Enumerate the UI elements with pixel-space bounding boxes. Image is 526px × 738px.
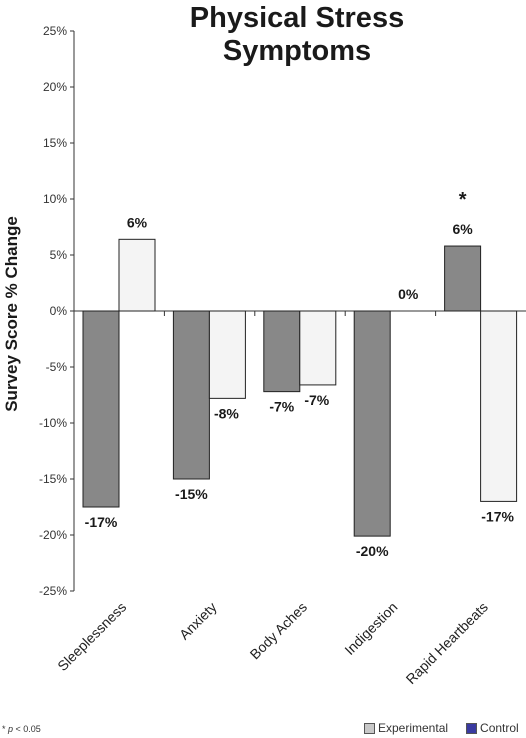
axes: 25% 20% 15% 10% 5% 0% -5% -10% -15% -20% -25% (39, 24, 526, 598)
y-tick-label: -15% (39, 472, 67, 486)
y-tick-label: 25% (43, 24, 67, 38)
bar-control-4 (480, 310, 518, 502)
category-label: Indigestion (341, 599, 400, 658)
y-tick-label: -20% (39, 528, 67, 542)
data-label: 6% (127, 214, 148, 230)
bar-control-1 (208, 310, 246, 399)
data-label: -17% (85, 514, 118, 530)
category-label: Body Aches (247, 599, 311, 663)
significance-footnote: * p < 0.05 (2, 724, 41, 734)
y-tick-label: -10% (39, 416, 67, 430)
bar-experimental-1 (172, 310, 210, 480)
data-labels-group: -17% 6% -15% -8% -7% -7% -20% 0% 6% -17% * (85, 189, 515, 559)
y-tick-label: 15% (43, 136, 67, 150)
data-label: -8% (214, 405, 239, 421)
bar-experimental-0 (82, 310, 120, 508)
y-tick-label: 0% (50, 304, 68, 318)
data-label: -7% (269, 399, 294, 415)
legend-item-control: Control (466, 721, 519, 735)
data-label: -20% (356, 543, 389, 559)
y-tick-label: 20% (43, 80, 67, 94)
bar-experimental-4 (444, 245, 482, 312)
category-labels-group: Sleeplessness Anxiety Body Aches Indigestio… (54, 599, 491, 687)
bar-experimental-2 (263, 310, 301, 393)
data-label: -15% (175, 486, 208, 502)
y-tick-label: -25% (39, 584, 67, 598)
data-label: -17% (481, 508, 514, 524)
category-label: Sleeplessness (54, 599, 129, 674)
data-label: -7% (304, 392, 329, 408)
data-label: 0% (398, 286, 419, 302)
significance-marker: * (459, 189, 467, 211)
y-tick-label: -5% (46, 360, 68, 374)
legend-label-experimental: Experimental (378, 721, 449, 735)
category-label: Anxiety (176, 599, 220, 643)
chart-title-line-2: Symptoms (223, 35, 371, 67)
bar-control-0 (118, 238, 156, 312)
bar-experimental-3 (353, 310, 391, 537)
y-tick-label: 5% (50, 248, 68, 262)
legend-label-control: Control (480, 721, 519, 735)
category-label: Rapid Heartbeats (403, 599, 491, 687)
chart-title-line-1: Physical Stress (190, 2, 404, 34)
legend-swatch-control (466, 722, 478, 734)
bar-control-2 (299, 310, 337, 386)
legend: Experimental Control (364, 721, 519, 735)
data-label: 6% (452, 221, 473, 237)
y-tick-label: 10% (43, 192, 67, 206)
bars-group (82, 238, 518, 537)
y-axis-label: Survey Score % Change (2, 216, 21, 412)
legend-item-experimental: Experimental (364, 721, 448, 735)
legend-swatch-experimental (364, 722, 375, 734)
